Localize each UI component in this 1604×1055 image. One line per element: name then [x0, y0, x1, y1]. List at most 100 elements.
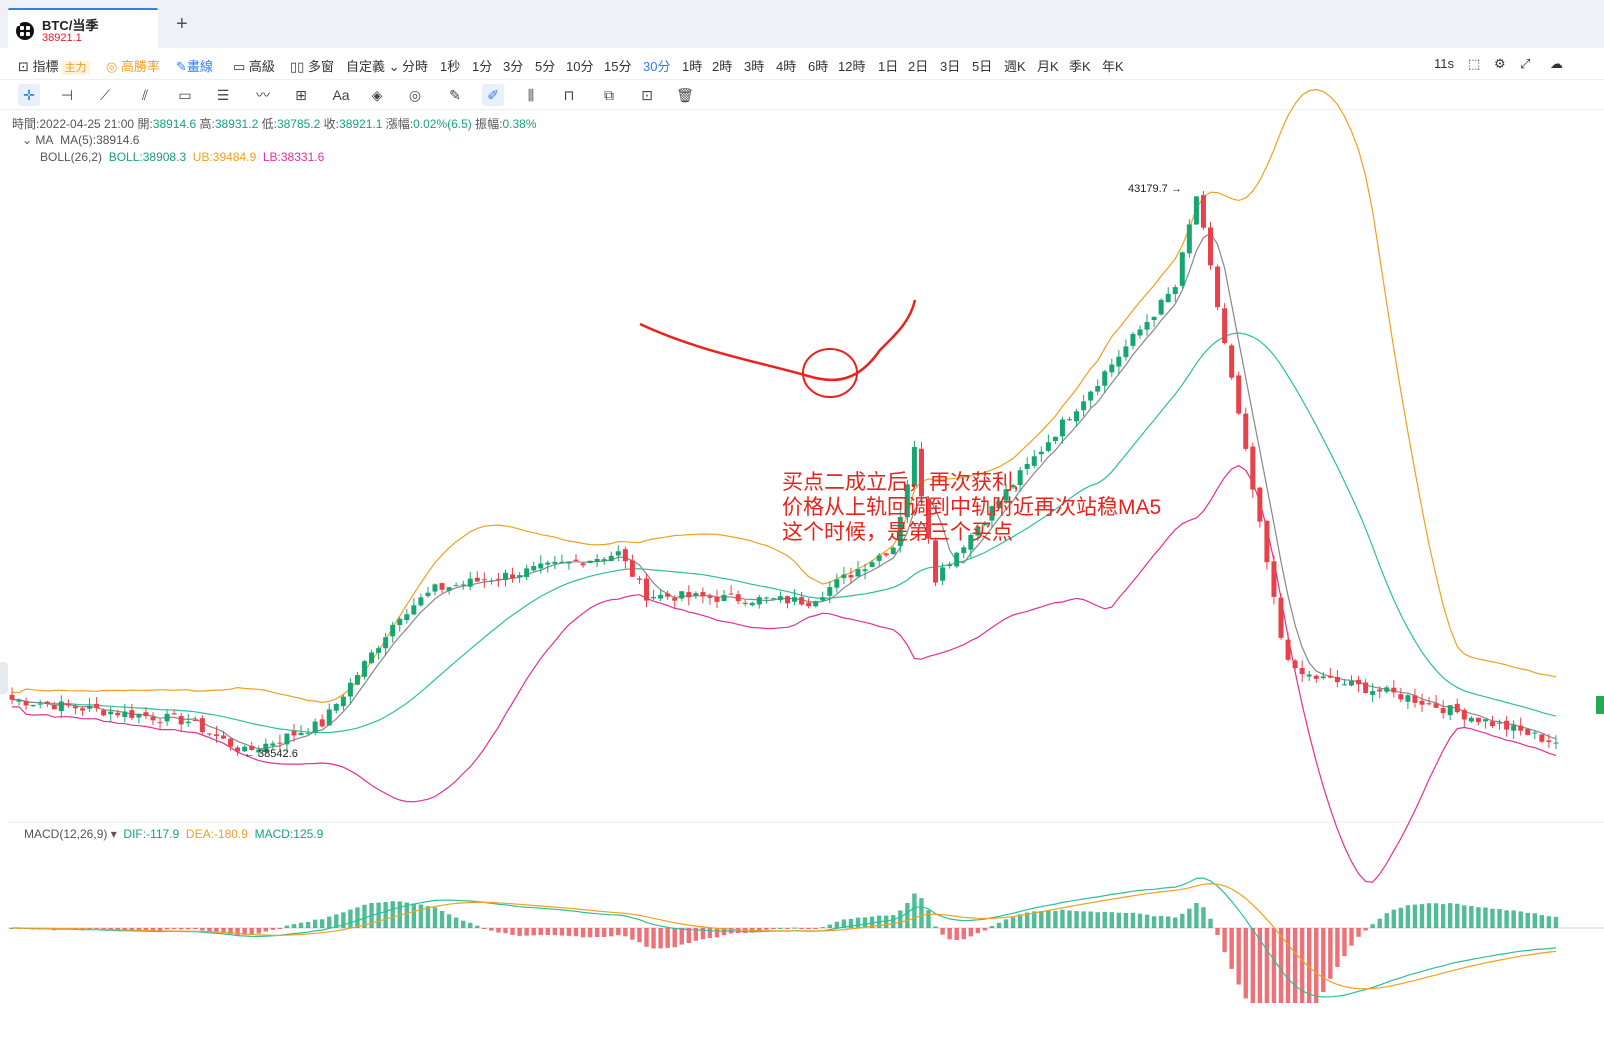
period-0[interactable]: 分時	[402, 59, 429, 74]
macd-histogram-bar	[228, 928, 233, 935]
trash-tool-icon[interactable]: 🗑	[676, 87, 694, 103]
candle-body	[51, 705, 57, 710]
candle-body	[940, 567, 946, 581]
candle-body	[1158, 299, 1164, 315]
period-13[interactable]: 12時	[838, 59, 866, 74]
candle-body	[305, 733, 311, 735]
candle-body	[369, 652, 375, 664]
ray-tool-icon[interactable]: ⟋	[100, 87, 110, 103]
macd-histogram-bar	[1299, 928, 1305, 1003]
candle-body	[1116, 356, 1122, 367]
collapse-icon[interactable]: ⌄	[22, 133, 33, 147]
candle-body	[432, 584, 438, 592]
snapshot-icon[interactable]: ⬚	[1468, 56, 1481, 71]
draw-button[interactable]: ✎畫線	[176, 59, 213, 74]
period-6[interactable]: 15分	[604, 59, 632, 74]
candle-body	[552, 561, 558, 564]
wave-tool-icon[interactable]: 〰	[256, 87, 270, 103]
period-14[interactable]: 1日	[878, 59, 899, 74]
period-9[interactable]: 2時	[712, 59, 733, 74]
macd-histogram-bar	[961, 928, 966, 940]
candle-body	[897, 517, 903, 546]
macd-histogram-bar	[616, 928, 621, 936]
macd-histogram-bar	[1370, 924, 1375, 928]
settings-tool-icon[interactable]: ⊡	[641, 87, 653, 103]
period-8[interactable]: 1時	[682, 59, 703, 74]
collapse-sidebar-handle[interactable]	[0, 662, 8, 694]
candle-body	[644, 578, 649, 601]
period-17[interactable]: 5日	[972, 59, 993, 74]
measure-tool-icon[interactable]: ⊞	[295, 87, 307, 103]
candle-body	[1165, 293, 1171, 303]
period-4[interactable]: 5分	[535, 59, 556, 74]
candle-body	[947, 564, 953, 567]
candle-body	[975, 526, 981, 536]
macd-histogram-bar	[284, 925, 290, 928]
macd-histogram-bar	[1335, 928, 1340, 968]
candle-body	[820, 597, 826, 601]
horizontal-line-tool-icon[interactable]: ⊣	[60, 87, 74, 103]
macd-histogram-bar	[982, 928, 988, 931]
text-tool-icon[interactable]: Aa	[332, 87, 350, 103]
ruler-tool-icon[interactable]: ✎	[449, 87, 461, 103]
settings-icon[interactable]: ⚙	[1494, 56, 1506, 71]
macd-histogram-bar	[207, 928, 212, 932]
period-21[interactable]: 年K	[1102, 59, 1124, 74]
macd-histogram-bar	[1546, 916, 1552, 928]
candle-body	[890, 547, 896, 554]
cursor-tool-icon[interactable]: ✛	[18, 84, 40, 106]
period-20[interactable]: 季K	[1069, 59, 1091, 74]
candle-body	[1497, 722, 1503, 724]
pattern-b-tool-icon[interactable]: ◎	[408, 87, 422, 103]
candle-body	[1419, 700, 1425, 705]
period-2[interactable]: 1分	[472, 59, 493, 74]
period-15[interactable]: 2日	[908, 59, 929, 74]
period-10[interactable]: 3時	[744, 59, 765, 74]
lock-tool-icon[interactable]: ⊓	[563, 87, 575, 103]
indicator-button[interactable]: ⊡ 指標 主力	[18, 56, 90, 75]
period-5[interactable]: 10分	[566, 59, 594, 74]
candle-body	[1278, 597, 1284, 638]
candle-body	[383, 637, 389, 649]
period-12[interactable]: 6時	[808, 59, 829, 74]
cloud-icon[interactable]: ☁	[1550, 56, 1563, 71]
candle-body	[834, 579, 840, 588]
period-11[interactable]: 4時	[776, 59, 797, 74]
period-7[interactable]: 30分	[643, 59, 671, 74]
multiwindow-button[interactable]: ▯▯ 多窗	[290, 59, 334, 74]
macd-histogram-bar	[1046, 910, 1051, 928]
period-19[interactable]: 月K	[1037, 59, 1059, 74]
price-scale-handle[interactable]	[1596, 696, 1604, 714]
dropdown-icon[interactable]: ▾	[110, 827, 117, 841]
period-18[interactable]: 週K	[1004, 59, 1026, 74]
macd-histogram-bar	[355, 907, 360, 928]
period-3[interactable]: 3分	[503, 59, 524, 74]
macd-histogram-bar	[1412, 904, 1418, 928]
pencil-tool-icon[interactable]: ✐	[482, 84, 504, 106]
candle-compare-tool-icon[interactable]: ⫼	[527, 87, 535, 103]
macd-histogram-bar	[1257, 928, 1263, 1003]
winrate-button[interactable]: ◎ 高勝率	[106, 59, 160, 74]
parallel-tool-icon[interactable]: ⫽	[141, 87, 149, 103]
candle-body	[883, 553, 889, 556]
candle-body	[777, 596, 783, 601]
period-1[interactable]: 1秒	[440, 59, 461, 74]
copy-tool-icon[interactable]: ⧉	[604, 87, 614, 103]
macd-histogram-bar	[1017, 914, 1023, 928]
pattern-a-tool-icon[interactable]: ◈	[371, 87, 383, 103]
tab-btc-quarterly[interactable]: BTC/当季 38921.1	[8, 8, 158, 48]
add-tab-button[interactable]: +	[176, 13, 188, 35]
candle-body	[94, 703, 100, 709]
advanced-button[interactable]: ▭ 高級	[233, 59, 275, 74]
macd-histogram-bar	[305, 921, 311, 928]
macd-histogram-bar	[1455, 903, 1460, 928]
period-16[interactable]: 3日	[940, 59, 961, 74]
refresh-interval[interactable]: 11s	[1434, 56, 1454, 71]
fib-tool-icon[interactable]: ☰	[216, 87, 230, 103]
candle-body	[517, 575, 523, 578]
macd-histogram-bar	[242, 928, 247, 935]
fullscreen-icon[interactable]: ⤢	[1520, 56, 1531, 71]
rectangle-tool-icon[interactable]: ▭	[178, 87, 192, 103]
custom-dropdown[interactable]: 自定義 ⌄	[346, 59, 400, 74]
